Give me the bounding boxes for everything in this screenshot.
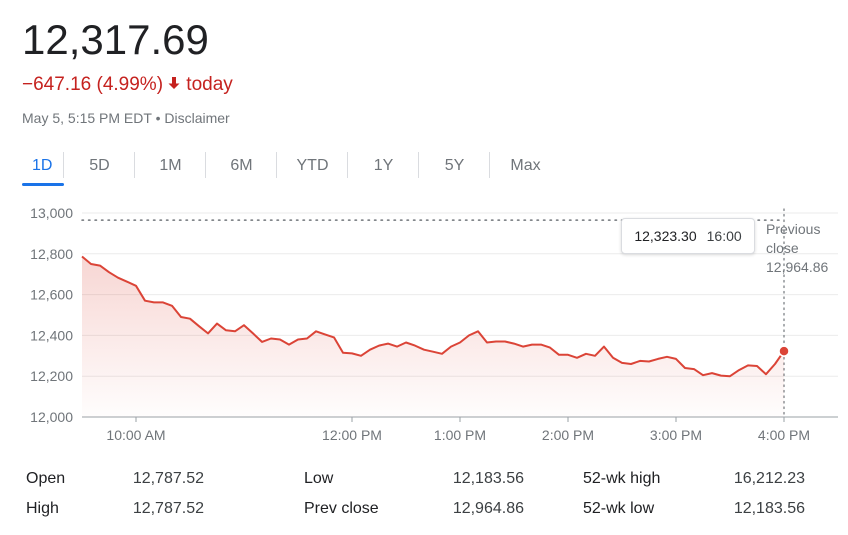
- price-change: −647.16 (4.99%) today: [22, 72, 233, 98]
- y-tick-label: 12,400: [30, 327, 73, 343]
- stat-label: High: [26, 500, 59, 517]
- price-area-fill: [82, 256, 784, 417]
- x-tick-label: 4:00 PM: [758, 427, 810, 443]
- stat-value: 16,212.23: [733, 470, 805, 487]
- tab-divider: [347, 152, 348, 178]
- tab-label: 5Y: [444, 157, 465, 174]
- change-period: today: [186, 74, 233, 95]
- tab-divider: [418, 152, 419, 178]
- timestamp: May 5, 5:15 PM EDT: [22, 110, 152, 126]
- change-amount: −647.16 (4.99%): [22, 74, 164, 95]
- previous-close-value: 12,964.86: [766, 259, 829, 275]
- x-tick-label: 10:00 AM: [106, 427, 165, 443]
- key-stats: Open 12,787.52 Low 12,183.56 52-wk high …: [26, 470, 826, 530]
- tooltip-time: 16:00: [706, 228, 742, 244]
- x-tick-label: 1:00 PM: [434, 427, 486, 443]
- stat-label: Low: [304, 470, 334, 487]
- tab-label: 1D: [32, 157, 53, 174]
- tab-divider: [134, 152, 135, 178]
- tab-divider: [276, 152, 277, 178]
- stat-value: 12,183.56: [452, 470, 524, 487]
- y-tick-label: 12,200: [30, 368, 73, 384]
- tab-label: 1M: [159, 157, 182, 174]
- x-tick-label: 3:00 PM: [650, 427, 702, 443]
- y-tick-label: 12,800: [30, 246, 73, 262]
- stat-value: 12,183.56: [733, 500, 805, 517]
- disclaimer-link[interactable]: Disclaimer: [164, 110, 230, 126]
- timestamp-line: May 5, 5:15 PM EDT • Disclaimer: [22, 110, 230, 126]
- current-price: 12,317.69: [22, 16, 209, 63]
- y-tick-label: 12,600: [30, 287, 73, 303]
- separator-dot: •: [155, 110, 161, 126]
- previous-close-title-line2: close: [766, 240, 799, 256]
- stat-label: 52-wk low: [583, 500, 655, 517]
- stat-value: 12,787.52: [132, 500, 204, 517]
- tab-5y[interactable]: 5Y: [419, 148, 490, 184]
- price-chart[interactable]: 12,000 12,200 12,400 12,600 12,800 13,000 10:0…: [0, 196, 848, 454]
- tab-label: YTD: [296, 157, 329, 174]
- tab-label: 5D: [89, 157, 110, 174]
- stat-label: Prev close: [304, 500, 379, 517]
- stats-row: Open 12,787.52 Low 12,183.56 52-wk high …: [26, 470, 826, 500]
- x-tick-label: 12:00 PM: [322, 427, 382, 443]
- last-price-marker: [778, 345, 790, 357]
- previous-close-label: Previous close 12,964.86: [766, 220, 828, 277]
- tab-label: Max: [510, 157, 541, 174]
- chart-tooltip: 12,323.30 16:00: [621, 218, 755, 254]
- down-arrow-icon: [167, 72, 181, 98]
- tab-label: 6M: [230, 157, 253, 174]
- stat-value: 12,787.52: [132, 470, 204, 487]
- tab-divider: [63, 152, 64, 178]
- stat-label: 52-wk high: [583, 470, 661, 487]
- price-line: [81, 255, 785, 378]
- tab-divider: [205, 152, 206, 178]
- stat-label: Open: [26, 470, 66, 487]
- tab-1y[interactable]: 1Y: [348, 148, 419, 184]
- stats-row: High 12,787.52 Prev close 12,964.86 52-w…: [26, 500, 826, 530]
- tab-divider: [489, 152, 490, 178]
- tab-label: 1Y: [373, 157, 394, 174]
- tab-max[interactable]: Max: [490, 148, 561, 184]
- range-tabs: 1D 5D 1M 6M YTD 1Y 5Y Max: [22, 148, 561, 186]
- y-tick-label: 13,000: [30, 205, 73, 221]
- x-tick-label: 2:00 PM: [542, 427, 594, 443]
- previous-close-title-line1: Previous: [766, 221, 821, 237]
- tooltip-value: 12,323.30: [634, 228, 697, 244]
- stat-value: 12,964.86: [452, 500, 524, 517]
- tab-5d[interactable]: 5D: [64, 148, 135, 184]
- tab-1m[interactable]: 1M: [135, 148, 206, 184]
- tab-ytd[interactable]: YTD: [277, 148, 348, 184]
- tab-1d[interactable]: 1D: [22, 148, 64, 186]
- tab-6m[interactable]: 6M: [206, 148, 277, 184]
- y-tick-label: 12,000: [30, 409, 73, 425]
